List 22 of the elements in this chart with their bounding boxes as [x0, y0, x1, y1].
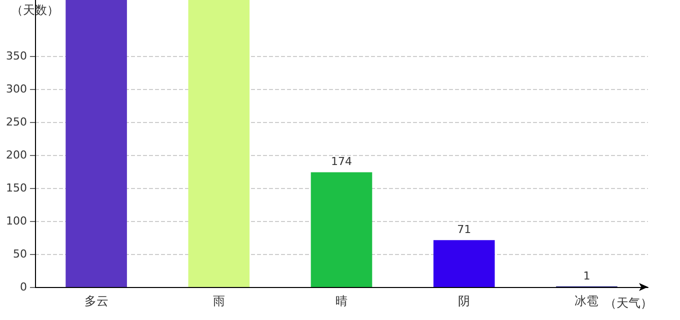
x-tick-label: 多云: [84, 294, 108, 308]
y-tick-label: 0: [20, 280, 27, 294]
x-tick-label: 冰雹: [574, 294, 599, 308]
x-tick-label: 雨: [212, 294, 225, 308]
y-tick-label: 50: [13, 248, 27, 261]
data-label: 71: [457, 223, 472, 236]
y-tick-label: 300: [6, 82, 27, 96]
y-tick-label: 350: [6, 50, 27, 63]
x-tick-label: 阴: [458, 294, 470, 308]
y-axis-title: （天数）: [11, 3, 59, 17]
bar: [310, 172, 372, 287]
x-axis-title: （天气）: [604, 296, 653, 310]
data-label: 1: [583, 269, 590, 282]
data-label: 174: [331, 155, 352, 168]
y-tick-label: 200: [6, 148, 27, 162]
bar: [433, 240, 495, 287]
bar: [188, 0, 250, 287]
y-tick-label: 150: [6, 182, 27, 195]
y-tick-label: 250: [6, 116, 27, 129]
x-tick-label: 晴: [336, 294, 348, 308]
bar: [66, 0, 127, 287]
y-tick-label: 100: [6, 214, 27, 228]
